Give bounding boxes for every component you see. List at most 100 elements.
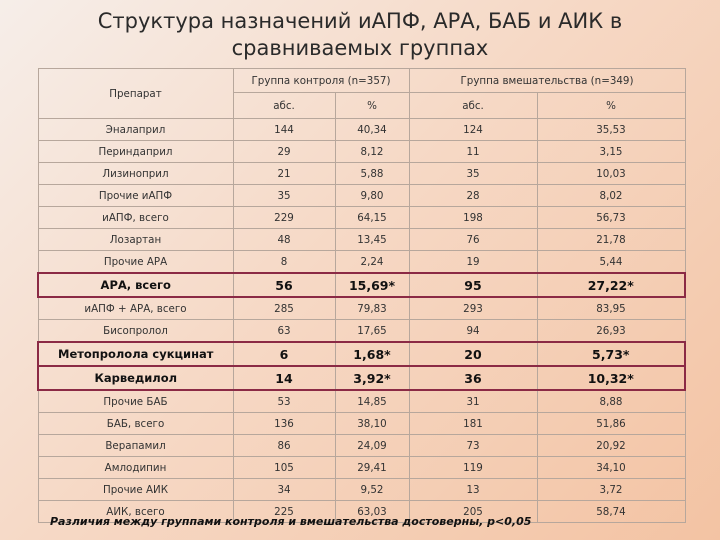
control-abs-cell: 63 bbox=[232, 319, 336, 343]
title-line-2: сравниваемых группах bbox=[231, 36, 489, 60]
intervention-pct-cell: 27,22* bbox=[536, 272, 686, 298]
intervention-pct-cell: 8,02 bbox=[536, 184, 686, 207]
control-pct-cell: 9,52 bbox=[334, 478, 410, 501]
table-row: АИК, всего 225 63,03 205 58,74 bbox=[37, 500, 686, 523]
table-row: иАПФ + АРА, всего 285 79,83 293 83,95 bbox=[37, 296, 686, 320]
intervention-pct-cell: 26,93 bbox=[536, 319, 686, 343]
table-row: Лозартан 48 13,45 76 21,78 bbox=[37, 228, 686, 251]
control-pct-cell: 29,41 bbox=[334, 456, 410, 479]
intervention-abs-cell: 119 bbox=[408, 456, 538, 479]
control-abs-cell: 56 bbox=[232, 272, 336, 298]
table-row: Эналаприл 144 40,34 124 35,53 bbox=[37, 118, 686, 141]
drug-name-cell: иАПФ + АРА, всего bbox=[37, 296, 234, 320]
control-abs-cell: 35 bbox=[232, 184, 336, 207]
drug-name-cell: БАБ, всего bbox=[37, 412, 234, 435]
title-line-1: Структура назначений иАПФ, АРА, БАБ и АИ… bbox=[97, 9, 623, 33]
slide-title: Структура назначений иАПФ, АРА, БАБ и АИ… bbox=[40, 8, 680, 62]
intervention-pct-cell: 34,10 bbox=[536, 456, 686, 479]
control-pct-cell: 63,03 bbox=[334, 500, 410, 523]
intervention-abs-cell: 31 bbox=[408, 389, 538, 413]
intervention-abs-cell: 19 bbox=[408, 250, 538, 274]
intervention-abs-cell: 76 bbox=[408, 228, 538, 251]
control-pct-cell: 40,34 bbox=[334, 118, 410, 141]
drug-name-cell: Метопролола сукцинат bbox=[37, 341, 234, 367]
control-pct-cell: 64,15 bbox=[334, 206, 410, 229]
intervention-pct-cell: 8,88 bbox=[536, 389, 686, 413]
intervention-abs-cell: 293 bbox=[408, 296, 538, 320]
table-row: АРА, всего 56 15,69* 95 27,22* bbox=[37, 272, 686, 298]
table-row: Лизиноприл 21 5,88 35 10,03 bbox=[37, 162, 686, 185]
intervention-abs-cell: 28 bbox=[408, 184, 538, 207]
intervention-pct-cell: 10,03 bbox=[536, 162, 686, 185]
intervention-pct-cell: 56,73 bbox=[536, 206, 686, 229]
control-abs-cell: 285 bbox=[232, 296, 336, 320]
header-intervention-abs: абс. bbox=[408, 92, 538, 119]
table-row: Верапамил 86 24,09 73 20,92 bbox=[37, 434, 686, 457]
control-abs-cell: 225 bbox=[232, 500, 336, 523]
drug-name-cell: Прочие АРА bbox=[37, 250, 234, 274]
intervention-pct-cell: 3,72 bbox=[536, 478, 686, 501]
intervention-abs-cell: 94 bbox=[408, 319, 538, 343]
header-control-group: Группа контроля (n=357) bbox=[232, 68, 410, 93]
table-row: Прочие АРА 8 2,24 19 5,44 bbox=[37, 250, 686, 274]
intervention-abs-cell: 20 bbox=[408, 341, 538, 367]
table-row: Метопролола сукцинат 6 1,68* 20 5,73* bbox=[37, 341, 686, 367]
intervention-abs-cell: 205 bbox=[408, 500, 538, 523]
table-row: Карведилол 14 3,92* 36 10,32* bbox=[37, 365, 686, 391]
control-abs-cell: 6 bbox=[232, 341, 336, 367]
control-pct-cell: 14,85 bbox=[334, 389, 410, 413]
drug-name-cell: Эналаприл bbox=[37, 118, 234, 141]
intervention-abs-cell: 124 bbox=[408, 118, 538, 141]
drug-name-cell: Прочие БАБ bbox=[37, 389, 234, 413]
intervention-pct-cell: 5,73* bbox=[536, 341, 686, 367]
table-row: Периндаприл 29 8,12 11 3,15 bbox=[37, 140, 686, 163]
header-intervention-pct: % bbox=[536, 92, 686, 119]
drug-name-cell: Прочие иАПФ bbox=[37, 184, 234, 207]
intervention-abs-cell: 181 bbox=[408, 412, 538, 435]
table-row: иАПФ, всего 229 64,15 198 56,73 bbox=[37, 206, 686, 229]
control-pct-cell: 1,68* bbox=[334, 341, 410, 367]
drug-name-cell: Лизиноприл bbox=[37, 162, 234, 185]
control-pct-cell: 2,24 bbox=[334, 250, 410, 274]
intervention-pct-cell: 35,53 bbox=[536, 118, 686, 141]
drug-name-cell: АРА, всего bbox=[37, 272, 234, 298]
drug-name-cell: Периндаприл bbox=[37, 140, 234, 163]
intervention-abs-cell: 36 bbox=[408, 365, 538, 391]
intervention-pct-cell: 5,44 bbox=[536, 250, 686, 274]
control-abs-cell: 86 bbox=[232, 434, 336, 457]
control-abs-cell: 136 bbox=[232, 412, 336, 435]
header-row-groups: Препарат Группа контроля (n=357) Группа … bbox=[37, 68, 686, 119]
control-pct-cell: 13,45 bbox=[334, 228, 410, 251]
control-abs-cell: 229 bbox=[232, 206, 336, 229]
drug-name-cell: Прочие АИК bbox=[37, 478, 234, 501]
control-pct-cell: 8,12 bbox=[334, 140, 410, 163]
control-abs-cell: 14 bbox=[232, 365, 336, 391]
intervention-abs-cell: 73 bbox=[408, 434, 538, 457]
table-row: БАБ, всего 136 38,10 181 51,86 bbox=[37, 412, 686, 435]
control-pct-cell: 24,09 bbox=[334, 434, 410, 457]
footnote: Различия между группами контроля и вмеша… bbox=[50, 515, 532, 528]
intervention-pct-cell: 83,95 bbox=[536, 296, 686, 320]
header-control-pct: % bbox=[334, 92, 410, 119]
header-intervention-group: Группа вмешательства (n=349) bbox=[408, 68, 686, 93]
table-row: Бисопролол 63 17,65 94 26,93 bbox=[37, 319, 686, 343]
control-pct-cell: 79,83 bbox=[334, 296, 410, 320]
table-body: Эналаприл 144 40,34 124 35,53 Периндаприл 29 8,… bbox=[37, 118, 686, 523]
drug-name-cell: иАПФ, всего bbox=[37, 206, 234, 229]
control-abs-cell: 34 bbox=[232, 478, 336, 501]
header-control-abs: абс. bbox=[232, 92, 336, 119]
table-row: Прочие АИК 34 9,52 13 3,72 bbox=[37, 478, 686, 501]
control-pct-cell: 5,88 bbox=[334, 162, 410, 185]
control-abs-cell: 144 bbox=[232, 118, 336, 141]
intervention-pct-cell: 51,86 bbox=[536, 412, 686, 435]
control-pct-cell: 17,65 bbox=[334, 319, 410, 343]
control-pct-cell: 3,92* bbox=[334, 365, 410, 391]
intervention-pct-cell: 3,15 bbox=[536, 140, 686, 163]
drug-name-cell: Амлодипин bbox=[37, 456, 234, 479]
drug-name-cell: Лозартан bbox=[37, 228, 234, 251]
control-abs-cell: 8 bbox=[232, 250, 336, 274]
control-abs-cell: 48 bbox=[232, 228, 336, 251]
table-row: Прочие иАПФ 35 9,80 28 8,02 bbox=[37, 184, 686, 207]
drug-name-cell: Верапамил bbox=[37, 434, 234, 457]
control-abs-cell: 53 bbox=[232, 389, 336, 413]
